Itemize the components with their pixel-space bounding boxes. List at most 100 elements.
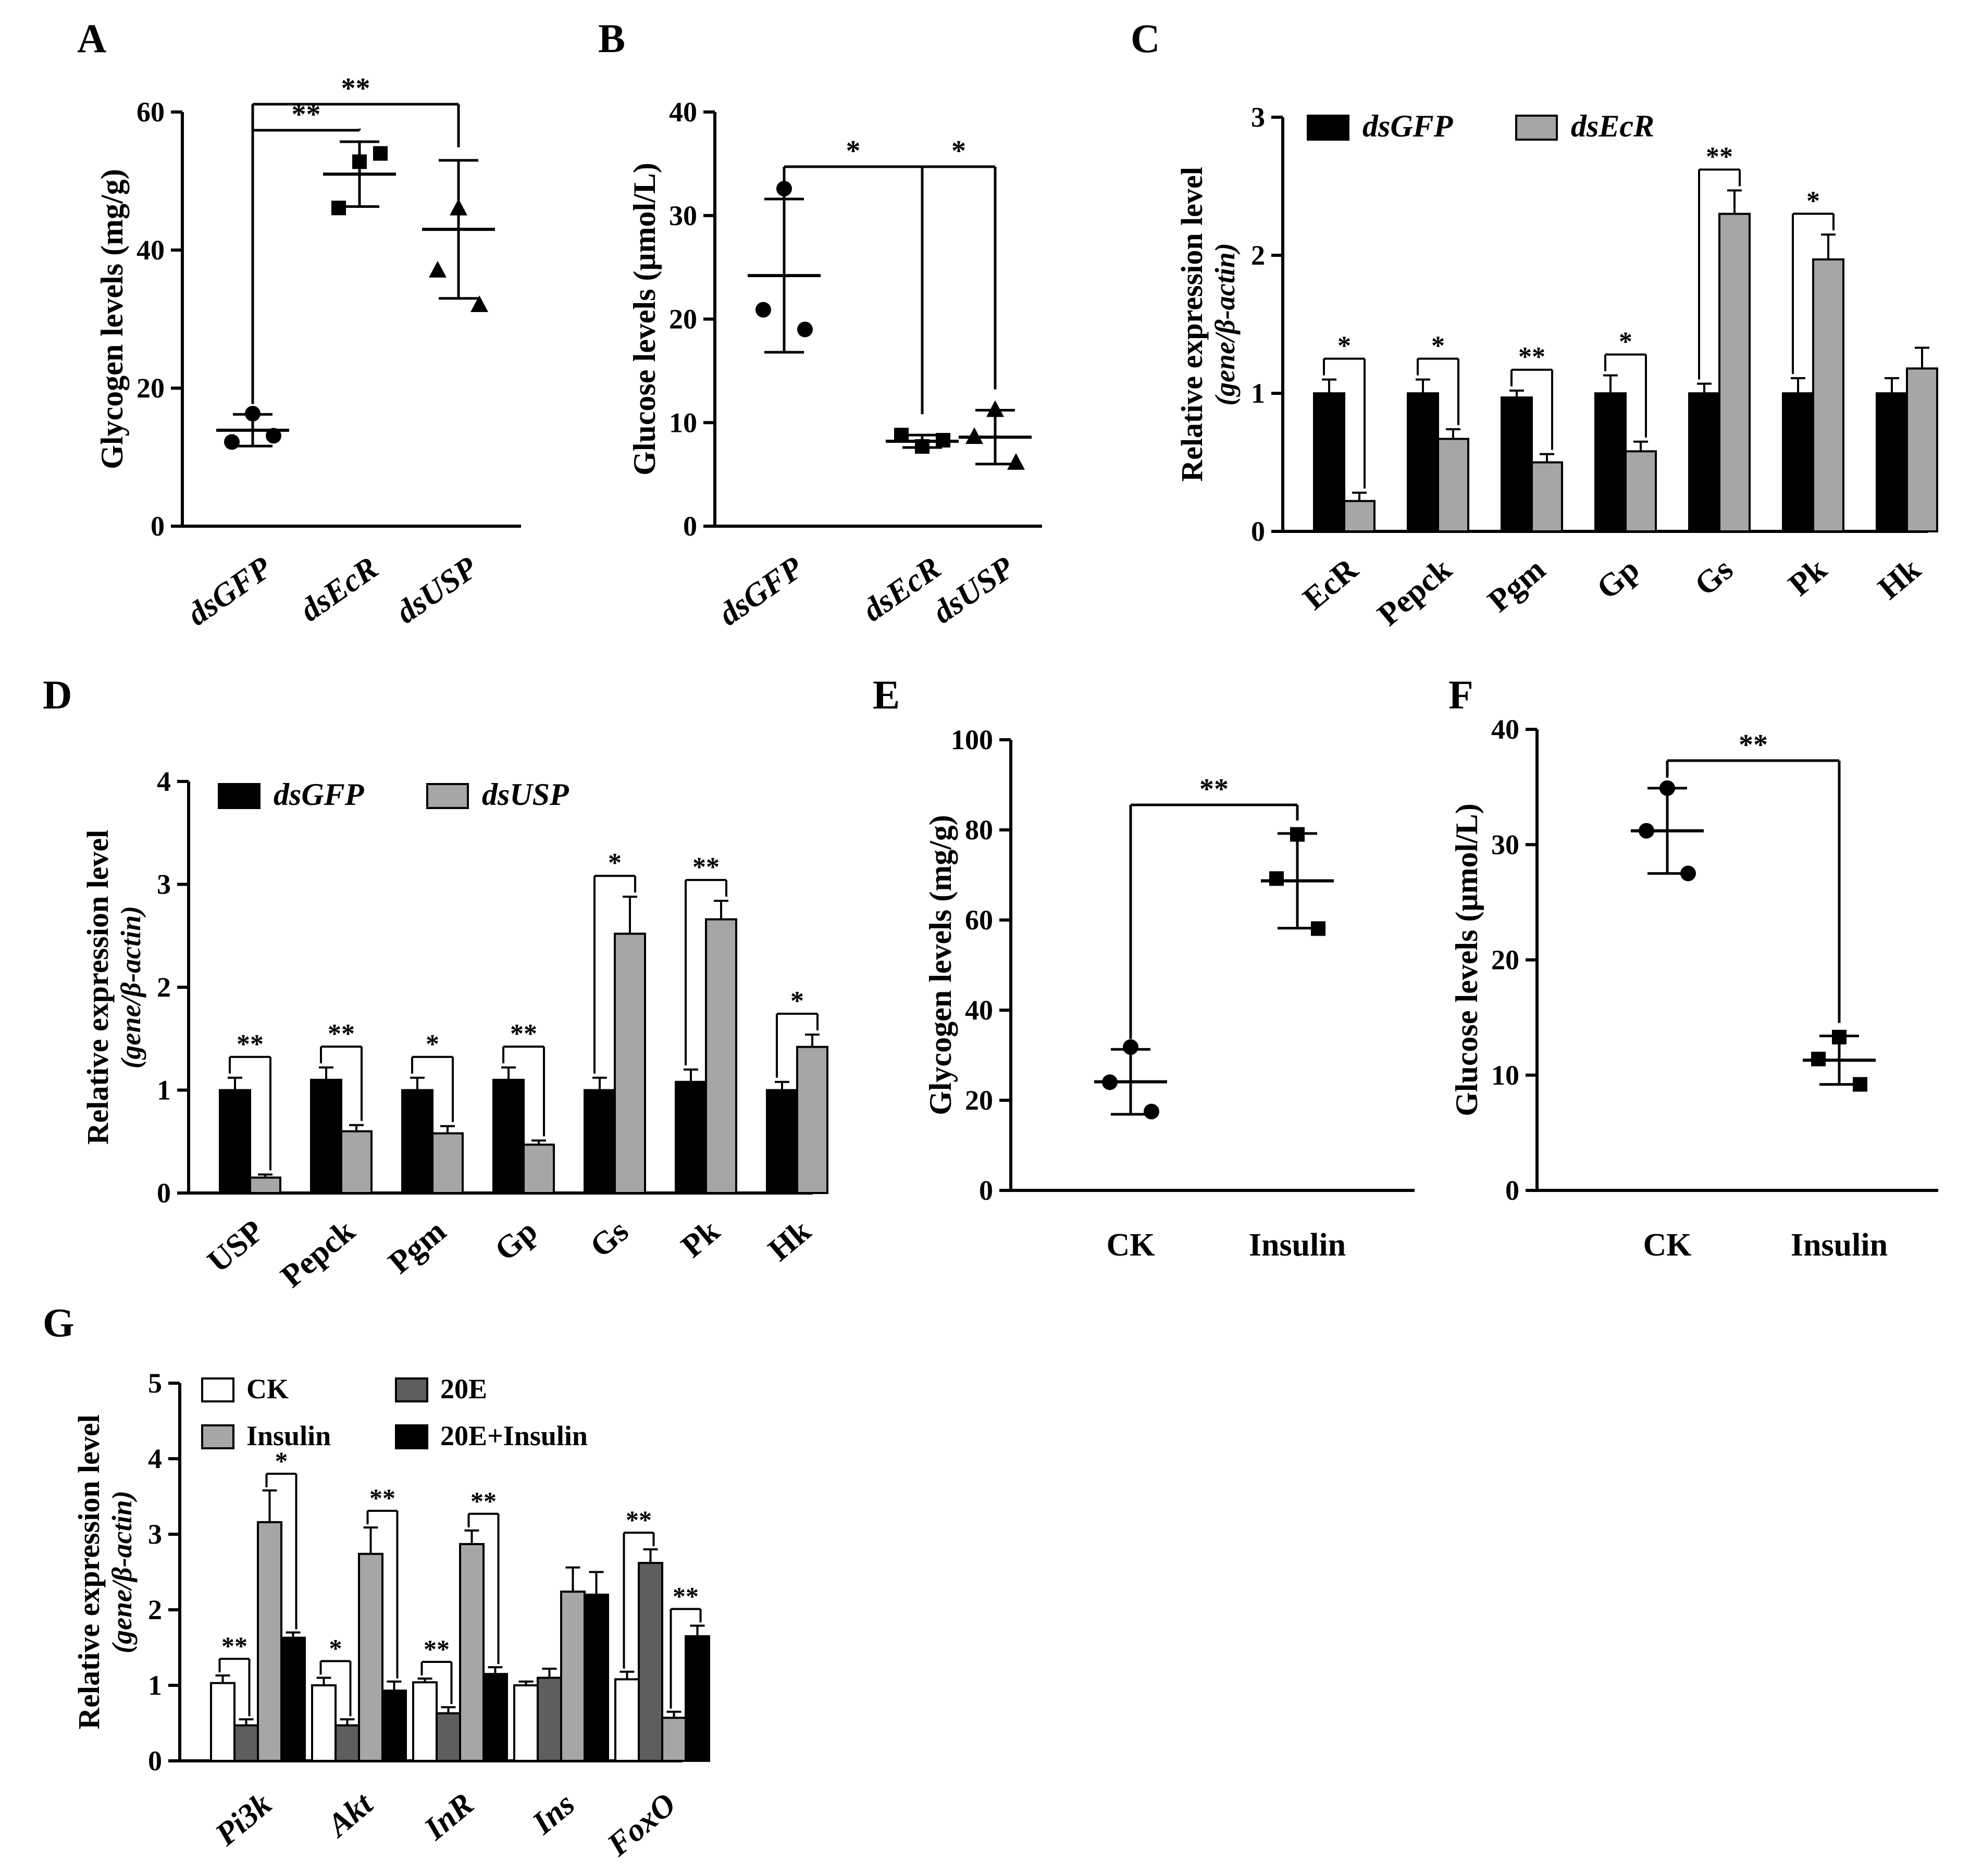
significance-label: * <box>608 848 622 878</box>
panel-label: F <box>1448 672 1473 717</box>
bar-dsUSP <box>796 1046 828 1195</box>
bar-dsUSP <box>431 1132 464 1194</box>
panel-label: G <box>43 1300 75 1345</box>
y-tick-label: 40 <box>137 234 165 266</box>
significance-label: ** <box>1199 773 1229 805</box>
panel-A: 0 20 40 60 A Glycogen levels (mg/g) dsGFP dsEcR… <box>77 16 521 632</box>
significance-label: * <box>275 1446 288 1475</box>
legend-label: CK <box>246 1373 289 1405</box>
legend-swatch <box>1307 115 1349 141</box>
panel-D: 0 1 2 3 4 D Relative expression level (gene/β-a… <box>43 672 828 1295</box>
significance-label: ** <box>470 1486 497 1515</box>
bar-20E+Insulin <box>381 1689 407 1762</box>
legend-swatch <box>395 1424 428 1449</box>
y-tick-label: 0 <box>148 1745 162 1776</box>
x-tick-label: Hk <box>1872 551 1927 606</box>
bar-Insulin <box>358 1552 383 1762</box>
y-tick-label: 3 <box>148 1519 162 1550</box>
legend-label: dsUSP <box>482 777 569 812</box>
significance-label: * <box>1619 327 1632 357</box>
y-axis-label: Relative expression level <box>81 830 115 1145</box>
x-tick-label: Pgm <box>382 1213 453 1281</box>
y-tick-label: 20 <box>1491 945 1519 976</box>
y-tick-label: 2 <box>148 1594 162 1625</box>
significance-label: ** <box>424 1634 450 1663</box>
y-tick-label: 100 <box>951 724 993 755</box>
y-tick-label: 10 <box>669 407 697 438</box>
data-point <box>429 260 447 278</box>
bar-20E+Insulin <box>280 1636 306 1762</box>
bar-20E <box>334 1724 360 1762</box>
bar-dsGFP <box>1407 392 1439 532</box>
panel-label: B <box>598 16 625 61</box>
bar-dsGFP <box>1876 392 1908 532</box>
bar-dsEcR <box>1812 258 1844 532</box>
data-point <box>1123 1039 1138 1055</box>
data-point <box>1639 823 1654 839</box>
y-tick-label: 20 <box>669 304 697 335</box>
x-tick-label: dsUSP <box>390 550 484 630</box>
significance-label: ** <box>626 1505 652 1534</box>
x-tick-label: Insulin <box>1791 1227 1888 1263</box>
significance-label: ** <box>673 1581 699 1610</box>
significance-label: * <box>329 1634 342 1663</box>
panel-label: C <box>1131 16 1160 61</box>
x-tick-label: dsGFP <box>712 550 810 632</box>
y-axis-label-units: (gene/β-actin) <box>106 1490 138 1654</box>
legend-swatch <box>426 783 469 809</box>
data-point <box>1144 1103 1159 1120</box>
bar-20E <box>638 1562 663 1762</box>
legend-swatch <box>201 1424 234 1449</box>
significance-label: * <box>846 135 861 167</box>
y-tick-label: 20 <box>137 372 165 404</box>
y-tick-label: 4 <box>148 1443 162 1474</box>
y-tick-label: 2 <box>157 972 171 1003</box>
x-tick-label: Pepck <box>1371 551 1458 632</box>
significance-label: ** <box>692 852 720 882</box>
x-tick-label: dsEcR <box>294 550 385 629</box>
significance-label: ** <box>369 1483 395 1512</box>
significance-label: ** <box>328 1019 355 1049</box>
bar-dsEcR <box>1906 367 1938 532</box>
data-point <box>373 146 388 161</box>
y-tick-label: 30 <box>1491 829 1519 860</box>
data-point <box>1811 1051 1826 1066</box>
significance-label: * <box>951 135 966 167</box>
bar-dsGFP <box>219 1089 251 1194</box>
bar-CK <box>412 1681 438 1762</box>
legend-swatch <box>201 1377 234 1402</box>
data-point <box>470 295 488 312</box>
bar-dsEcR <box>1718 213 1751 532</box>
significance-label: * <box>790 986 804 1016</box>
x-tick-label: Pk <box>1782 551 1834 603</box>
y-tick-label: 80 <box>965 814 993 846</box>
x-tick-label: CK <box>1107 1227 1155 1263</box>
panel-label: D <box>43 672 72 717</box>
y-tick-label: 60 <box>965 904 993 936</box>
y-axis-label-units: (gene/β-actin) <box>115 906 146 1069</box>
data-point <box>755 302 771 318</box>
y-axis-label: Glycogen levels (mg/g) <box>923 815 958 1115</box>
significance-label: * <box>426 1029 439 1059</box>
x-tick-label: Gp <box>488 1213 544 1268</box>
bar-dsUSP <box>523 1144 555 1195</box>
bar-dsGFP <box>401 1089 433 1194</box>
significance-label: ** <box>510 1019 537 1049</box>
significance-label: * <box>1431 331 1445 361</box>
bar-dsGFP <box>1782 392 1814 532</box>
data-point <box>450 198 467 216</box>
significance-label: ** <box>1706 142 1733 171</box>
y-tick-label: 0 <box>1505 1175 1519 1206</box>
legend-label: Insulin <box>246 1420 331 1451</box>
data-point <box>1680 865 1696 881</box>
y-axis-label-units: (gene/β-actin) <box>1209 243 1241 406</box>
y-tick-label: 4 <box>157 766 171 797</box>
significance-label: ** <box>221 1631 247 1660</box>
bar-dsEcR <box>1343 500 1376 533</box>
x-tick-label: Pi3k <box>208 1786 278 1853</box>
legend-swatch <box>218 783 261 809</box>
y-tick-label: 60 <box>137 96 165 128</box>
y-tick-label: 5 <box>148 1368 162 1399</box>
bar-CK <box>311 1684 337 1762</box>
